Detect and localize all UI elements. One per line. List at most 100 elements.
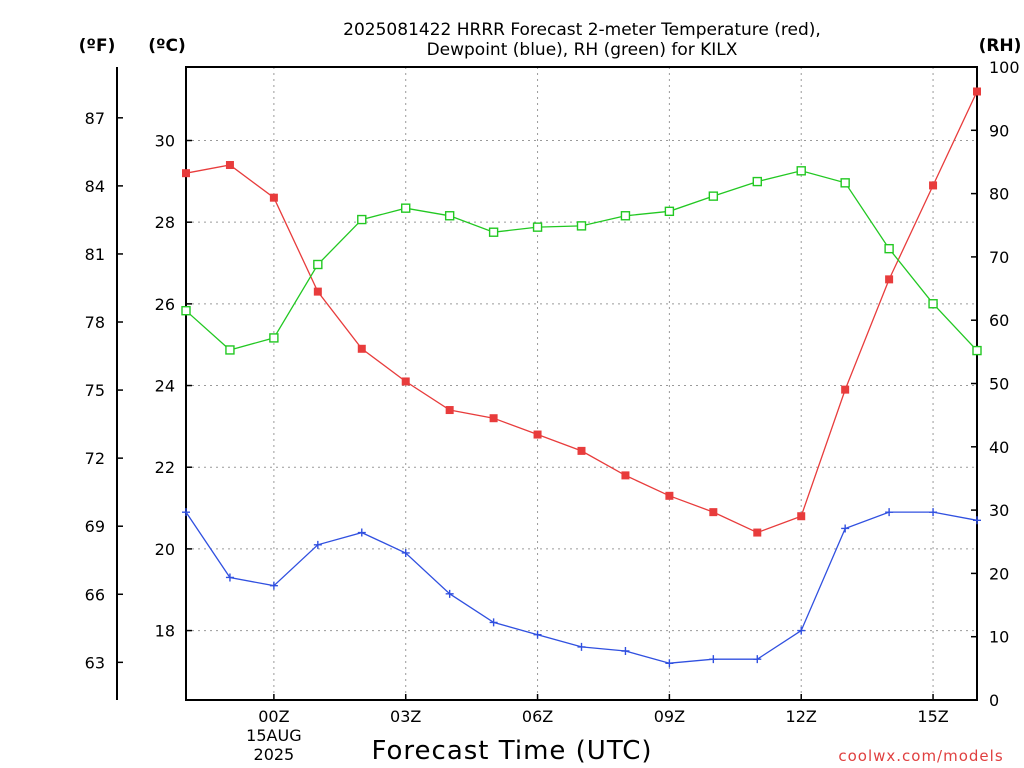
dewpoint-point — [533, 630, 542, 639]
temperature-point — [665, 491, 674, 500]
dewpoint-point — [401, 548, 410, 557]
rh-point — [972, 345, 982, 356]
dewpoint-point — [973, 516, 981, 525]
rh-point — [840, 178, 850, 188]
dewpoint-point — [313, 540, 322, 549]
time-tick-label: 06Z — [522, 707, 553, 726]
dewpoint-point — [709, 655, 718, 664]
rh-point — [357, 214, 367, 225]
year-tick-label: 2025 — [254, 745, 295, 764]
dewpoint-point — [577, 642, 586, 651]
chart-title-line2: Dewpoint (blue), RH (green) for KILX — [427, 40, 738, 60]
rh-point — [928, 299, 938, 309]
fahrenheit-tick-label: 63 — [85, 653, 105, 672]
celsius-unit-label: (ºC) — [148, 36, 186, 56]
rh-point — [664, 206, 675, 217]
fahrenheit-tick-label: 72 — [85, 449, 105, 468]
rh-point — [444, 211, 455, 221]
celsius-tick-label: 22 — [155, 458, 175, 477]
rh-point — [752, 176, 762, 187]
fahrenheit-tick-label: 69 — [85, 517, 105, 536]
rh-tick-label: 60 — [989, 311, 1009, 330]
celsius-tick-label: 30 — [155, 132, 175, 151]
fahrenheit-axis: 63 66 69 72 75 78 81 84 87 — [85, 109, 123, 672]
rh-point — [884, 243, 894, 254]
temperature-point — [445, 406, 454, 415]
temperature-point — [269, 193, 278, 202]
rh-point — [401, 203, 411, 213]
temperature-point — [401, 377, 410, 386]
credit-label: coolwx.com/models — [838, 747, 1003, 765]
rh-tick-label: 100 — [989, 58, 1020, 77]
fahrenheit-tick-label: 75 — [85, 381, 105, 400]
rh-point — [225, 345, 235, 355]
temperature-point — [973, 87, 981, 96]
dewpoint-point — [182, 508, 190, 517]
rh-tick-label: 20 — [989, 564, 1009, 583]
rh-tick-label: 30 — [989, 501, 1009, 520]
celsius-tick-label: 24 — [155, 377, 175, 396]
rh-point — [620, 211, 631, 221]
time-tick-label: 00Z — [258, 707, 289, 726]
temperature-point — [182, 169, 190, 178]
time-tick-label: 03Z — [390, 707, 421, 726]
rh-point — [708, 191, 719, 201]
temperature-point — [753, 528, 762, 537]
celsius-axis: 18 20 22 24 26 28 30 — [155, 132, 192, 641]
dewpoint-point — [621, 646, 630, 655]
rh-point — [796, 166, 806, 176]
x-axis-title: Forecast Time (UTC) — [371, 736, 652, 766]
dewpoint-point — [841, 524, 850, 533]
dewpoint-point — [753, 655, 762, 664]
rh-point — [181, 306, 191, 316]
temperature-point — [533, 430, 542, 439]
rh-tick-label: 50 — [989, 375, 1009, 394]
fahrenheit-tick-label: 66 — [85, 585, 105, 604]
temperature-point — [841, 385, 850, 394]
temperature-point — [709, 508, 718, 517]
time-tick-label: 09Z — [654, 707, 685, 726]
rh-point — [576, 221, 587, 231]
fahrenheit-tick-label: 81 — [85, 245, 105, 264]
series-group — [181, 87, 982, 668]
temperature-line — [185, 91, 978, 534]
dewpoint-point — [929, 508, 938, 517]
date-tick-label: 15AUG — [246, 726, 301, 745]
rh-axis: 0 10 20 30 40 50 60 70 80 90 100 — [971, 58, 1020, 710]
rh-line — [185, 170, 978, 352]
dewpoint-line — [185, 511, 978, 664]
rh-point — [269, 333, 279, 343]
rh-tick-label: 80 — [989, 185, 1009, 204]
chart-title-line1: 2025081422 HRRR Forecast 2-meter Tempera… — [343, 20, 821, 40]
rh-tick-label: 0 — [989, 691, 999, 710]
temperature-point — [577, 446, 586, 455]
celsius-tick-label: 26 — [155, 295, 175, 314]
temperature-point — [357, 344, 366, 353]
dewpoint-point — [489, 618, 498, 627]
temperature-point — [621, 471, 630, 480]
time-tick-label: 12Z — [786, 707, 817, 726]
celsius-tick-label: 28 — [155, 213, 175, 232]
grid-lines — [186, 67, 977, 700]
dewpoint-point — [445, 589, 454, 598]
rh-tick-label: 10 — [989, 628, 1009, 647]
temperature-point — [929, 181, 938, 190]
temperature-point — [885, 275, 894, 284]
fahrenheit-tick-label: 87 — [85, 109, 105, 128]
fahrenheit-tick-label: 84 — [85, 177, 105, 196]
dewpoint-point — [665, 659, 674, 668]
rh-tick-label: 70 — [989, 248, 1009, 267]
dewpoint-point — [225, 573, 234, 582]
rh-point — [313, 259, 323, 270]
fahrenheit-tick-label: 78 — [85, 313, 105, 332]
dewpoint-point — [797, 626, 806, 635]
dewpoint-point — [885, 508, 894, 517]
celsius-tick-label: 20 — [155, 540, 175, 559]
rh-tick-label: 90 — [989, 121, 1009, 140]
temperature-point — [225, 161, 234, 170]
temperature-point — [797, 512, 806, 521]
temperature-point — [489, 414, 498, 423]
rh-point — [488, 227, 499, 237]
